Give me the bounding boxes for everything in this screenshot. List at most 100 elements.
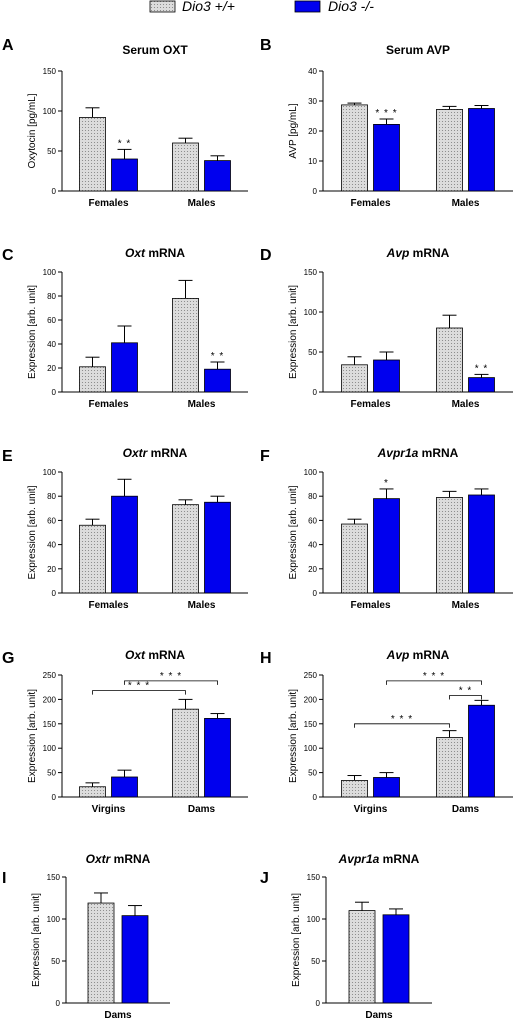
x-category-label: Males	[452, 399, 480, 410]
y-tick-label: 40	[47, 541, 56, 550]
y-axis-label: Oxytocin [pg/mL]	[27, 93, 38, 168]
bar-ko	[468, 377, 495, 393]
panel-g: G Oxt mRNA 0 50 100 150 200 250 Expression [arb.…	[2, 648, 248, 815]
y-tick-label: 0	[56, 999, 61, 1008]
y-tick-label: 20	[47, 364, 56, 373]
y-tick-label: 0	[52, 589, 57, 598]
y-tick-label: 150	[43, 720, 57, 729]
y-tick-label: 100	[43, 268, 57, 277]
y-tick-label: 0	[52, 388, 57, 397]
legend-label-ko: Dio3 -/-	[328, 0, 374, 14]
legend-swatch-wt	[149, 0, 176, 13]
bar-ko	[204, 368, 231, 393]
y-axis-label: Expression [arb. unit]	[291, 893, 302, 987]
y-tick-label: 0	[52, 187, 57, 196]
bracket-label: * * *	[423, 671, 445, 682]
panel-letter: H	[260, 650, 272, 667]
significance-bracket	[92, 690, 186, 695]
panel-letter: B	[260, 37, 272, 54]
bar-wt	[348, 910, 376, 1004]
x-category-label: Males	[188, 600, 216, 611]
panel-title: Oxtr mRNA	[123, 446, 188, 460]
bracket-label: * * *	[160, 671, 182, 682]
panel-title: Avp mRNA	[386, 648, 450, 662]
x-category-label: Males	[452, 600, 480, 611]
significance-label: * *	[475, 363, 489, 374]
x-category-label: Dams	[365, 1010, 393, 1020]
y-tick-label: 100	[43, 468, 57, 477]
y-tick-label: 100	[304, 308, 318, 317]
bar-wt	[79, 366, 106, 393]
y-tick-label: 10	[308, 157, 317, 166]
y-tick-label: 80	[308, 492, 317, 501]
x-category-label: Dams	[452, 804, 480, 815]
bar-wt	[436, 327, 463, 393]
bar-wt	[341, 523, 368, 594]
y-tick-label: 60	[308, 516, 317, 525]
significance-bracket	[386, 680, 482, 685]
bar-wt	[172, 142, 199, 192]
bracket-label: * *	[459, 685, 473, 696]
significance-label: * *	[118, 138, 132, 149]
bar-ko	[468, 108, 495, 192]
x-category-label: Females	[350, 198, 390, 209]
panel-title: Avpr1a mRNA	[338, 852, 420, 866]
panel-e: E Oxtr mRNA 0 20 40 60 80 100 Expression [arb. u…	[2, 446, 248, 611]
bracket-label: * * *	[391, 714, 413, 725]
y-tick-label: 250	[304, 671, 318, 680]
panel-letter: F	[260, 448, 270, 465]
y-tick-label: 150	[307, 873, 321, 882]
y-tick-label: 0	[52, 793, 57, 802]
panel-letter: I	[2, 870, 6, 887]
x-category-label: Females	[350, 600, 390, 611]
y-tick-label: 0	[313, 793, 318, 802]
panel-letter: D	[260, 247, 272, 264]
bar-wt	[341, 364, 368, 393]
bar-wt	[341, 104, 368, 192]
panel-f: F Avpr1a mRNA 0 20 40 60 80 100 Expression [arb.…	[260, 446, 513, 611]
bar-ko	[468, 494, 495, 594]
y-tick-label: 150	[47, 873, 61, 882]
y-tick-label: 100	[304, 468, 318, 477]
significance-bracket	[449, 695, 482, 700]
y-tick-label: 80	[47, 492, 56, 501]
y-tick-label: 100	[307, 915, 321, 924]
y-tick-label: 100	[304, 744, 318, 753]
y-tick-label: 50	[47, 769, 56, 778]
x-category-label: Virgins	[92, 804, 126, 815]
bar-ko	[373, 777, 400, 798]
y-tick-label: 250	[43, 671, 57, 680]
y-tick-label: 150	[43, 67, 57, 76]
y-tick-label: 20	[308, 127, 317, 136]
panel-title: Serum AVP	[386, 43, 450, 57]
y-tick-label: 30	[308, 97, 317, 106]
y-axis-label: Expression [arb. unit]	[27, 285, 38, 379]
bar-wt	[87, 902, 115, 1004]
panel-title: Avp mRNA	[386, 246, 450, 260]
panel-letter: J	[260, 870, 269, 887]
y-tick-label: 50	[308, 769, 317, 778]
legend-swatch-ko	[294, 0, 321, 13]
bar-ko	[373, 124, 400, 192]
panel-d: D Avp mRNA 0 50 100 150 Expression [arb. unit]…	[260, 246, 513, 410]
significance-label: * * *	[375, 108, 397, 119]
panel-h: H Avp mRNA 0 50 100 150 200 250 Expression [arb.…	[260, 648, 513, 815]
significance-bracket	[124, 680, 218, 685]
bracket-label: * * *	[128, 681, 150, 692]
y-tick-label: 150	[304, 268, 318, 277]
y-axis-label: Expression [arb. unit]	[31, 893, 42, 987]
x-category-label: Females	[88, 600, 128, 611]
y-axis-label: Expression [arb. unit]	[288, 689, 299, 783]
x-category-label: Females	[350, 399, 390, 410]
bar-ko	[121, 915, 149, 1004]
y-tick-label: 100	[43, 744, 57, 753]
legend: Dio3 +/+ Dio3 -/-	[149, 0, 374, 14]
bar-wt	[79, 524, 106, 594]
bar-wt	[172, 708, 199, 798]
y-tick-label: 50	[311, 957, 320, 966]
y-tick-label: 20	[308, 565, 317, 574]
panel-title: Oxt mRNA	[125, 246, 185, 260]
y-tick-label: 100	[43, 107, 57, 116]
y-tick-label: 50	[51, 957, 60, 966]
